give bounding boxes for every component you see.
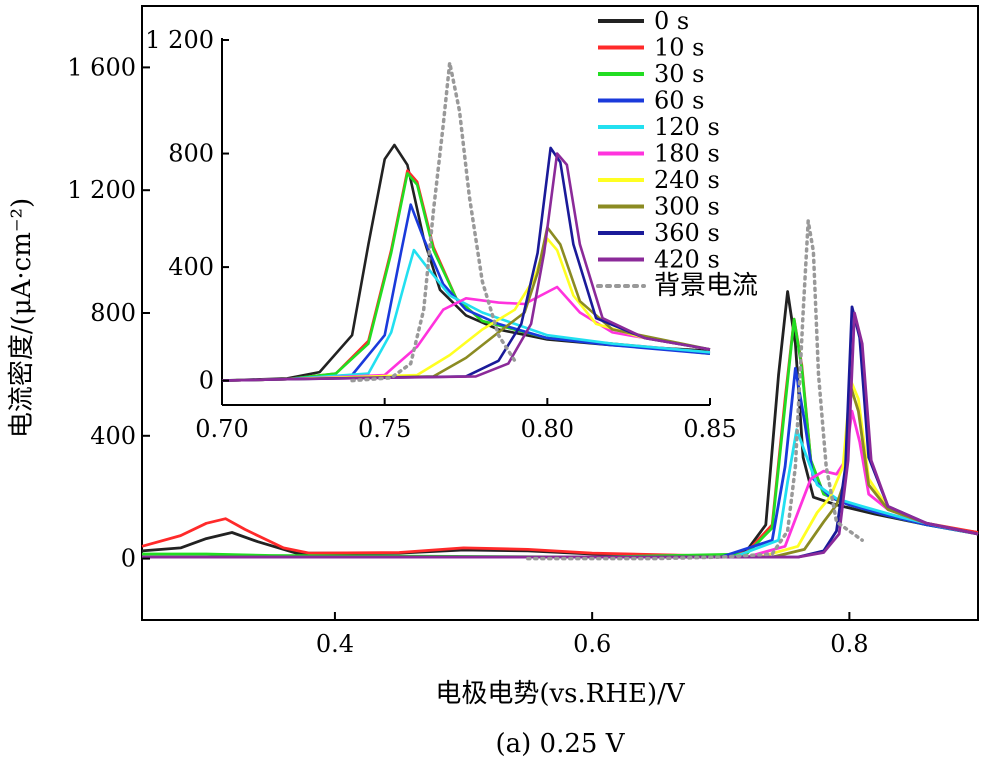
main-y-tick-label: 1 200: [67, 176, 136, 204]
legend-label: 10 s: [654, 34, 704, 62]
main-y-tick-label: 800: [90, 299, 136, 327]
inset-series-group: [221, 60, 711, 383]
inset-axes-group: 0.70 0.75 0.80 0.85 0 400 800 1 200: [145, 26, 736, 443]
x-axis-label: 电极电势(vs.RHE)/V: [435, 679, 686, 709]
legend-label: 240 s: [654, 166, 720, 194]
legend-label: 0 s: [654, 7, 689, 35]
main-series-group: [141, 219, 979, 561]
legend-label: 420 s: [654, 246, 720, 274]
main-x-tick-label: 0.8: [830, 630, 868, 658]
inset-y-tick-label: 1 200: [145, 26, 214, 54]
legend-label: 360 s: [654, 219, 720, 247]
inset-y-tick-label: 800: [168, 140, 214, 168]
main-x-tick-label: 0.4: [316, 630, 354, 658]
legend-label: 180 s: [654, 140, 720, 168]
inset-series-line-420-s: [221, 152, 711, 382]
legend-label: 120 s: [654, 113, 720, 141]
inset-background: [220, 80, 710, 408]
legend-label: 60 s: [654, 87, 704, 115]
main-series-line-series-10: [526, 219, 864, 561]
main-y-tick-label: 1 600: [67, 53, 136, 81]
main-y-tick-label: 400: [90, 422, 136, 450]
inset-y-tick-label: 0: [199, 367, 214, 395]
inset-y-tick-label: 400: [168, 253, 214, 281]
figure-caption: (a) 0.25 V: [496, 729, 626, 759]
legend-label: 背景电流: [654, 271, 758, 301]
main-x-tick-label: 0.6: [573, 630, 611, 658]
inset-plot: 0.70 0.75 0.80 0.85 0 400 800 1 200: [145, 26, 736, 443]
inset-x-tick-label: 0.80: [521, 415, 574, 443]
inset-x-tick-label: 0.70: [195, 415, 248, 443]
main-y-tick-label: 0: [121, 545, 136, 573]
inset-x-tick-label: 0.85: [683, 415, 736, 443]
legend-label: 30 s: [654, 60, 704, 88]
inset-series-line-0-s: [221, 143, 711, 382]
legend-label: 300 s: [654, 193, 720, 221]
inset-series-line-series-10: [350, 60, 517, 383]
y-axis-label: 电流密度/(μA·cm⁻²): [7, 198, 37, 438]
inset-series-line-240-s: [221, 237, 711, 382]
inset-x-tick-label: 0.75: [358, 415, 411, 443]
